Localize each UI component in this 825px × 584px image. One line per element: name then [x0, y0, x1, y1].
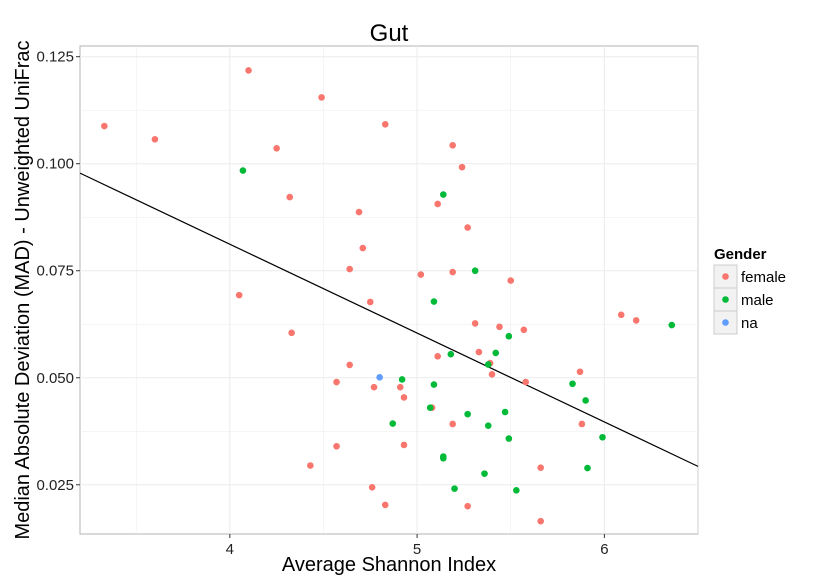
scatter-point-female	[368, 484, 376, 491]
x-tick-label: 4	[226, 541, 234, 558]
scatter-point-female	[333, 378, 340, 386]
scatter-point-na	[376, 374, 383, 381]
y-tick-label: 0.025	[36, 477, 74, 494]
scatter-point-female	[458, 163, 466, 171]
y-tick-label: 0.050	[36, 370, 74, 387]
scatter-point-male	[451, 485, 458, 492]
scatter-point-female	[471, 320, 479, 327]
grid-lines	[80, 46, 699, 534]
chart-title: Gut	[370, 20, 409, 47]
legend-key-point-male	[722, 296, 729, 303]
scatter-point-female	[449, 142, 456, 149]
scatter-point-female	[235, 291, 243, 299]
y-axis-ticks: 0.025 0.050 0.075 0.100 0.125	[36, 49, 80, 494]
scatter-point-female	[370, 383, 378, 391]
scatter-point-male	[239, 167, 247, 174]
scatter-point-male	[505, 332, 513, 340]
scatter-point-male	[569, 380, 576, 388]
scatter-point-female	[333, 442, 340, 450]
scatter-point-male	[584, 464, 591, 472]
y-tick-label: 0.125	[36, 49, 74, 66]
scatter-point-female	[381, 121, 389, 128]
y-axis-title: Median Absolute Deviation (MAD) - Unweig…	[12, 40, 34, 539]
scatter-point-male	[505, 435, 513, 442]
scatter-point-male	[464, 410, 471, 418]
scatter-point-female	[617, 311, 625, 319]
scatter-point-male	[471, 267, 479, 275]
legend-title: Gender	[714, 246, 767, 263]
data-points	[101, 67, 676, 525]
scatter-point-female	[318, 94, 325, 101]
legend-key-point-na	[722, 319, 729, 326]
scatter-point-female	[488, 371, 496, 378]
x-axis-title: Average Shannon Index	[282, 554, 496, 576]
scatter-point-female	[464, 224, 471, 231]
scatter-point-female	[475, 348, 483, 356]
scatter-point-male	[440, 454, 447, 462]
legend: Gender female male na	[713, 246, 786, 335]
scatter-point-female	[355, 208, 363, 216]
trend-line	[79, 172, 699, 467]
trend-line-group	[79, 172, 699, 467]
y-tick-label: 0.100	[36, 156, 74, 173]
scatter-point-female	[346, 265, 353, 273]
legend-label-male: male	[741, 292, 774, 309]
scatter-point-male	[582, 397, 589, 404]
scatter-point-female	[245, 67, 252, 74]
scatter-point-female	[400, 441, 408, 449]
scatter-point-male	[389, 420, 397, 427]
scatter-point-female	[151, 136, 159, 143]
scatter-point-female	[366, 298, 374, 306]
x-tick-label: 5	[413, 541, 421, 558]
legend-label-na: na	[741, 315, 758, 332]
scatter-point-male	[484, 361, 492, 368]
scatter-point-male	[501, 408, 509, 416]
scatter-point-male	[440, 191, 447, 198]
scatter-point-female	[537, 517, 544, 525]
scatter-point-male	[599, 433, 606, 441]
scatter-point-female	[576, 368, 584, 376]
scatter-point-female	[346, 361, 353, 369]
scatter-point-female	[520, 326, 528, 334]
scatter-point-female	[464, 502, 471, 510]
legend-items: female male na	[713, 264, 786, 335]
scatter-point-male	[447, 350, 455, 358]
scatter-point-female	[578, 420, 586, 428]
scatter-point-female	[496, 323, 503, 331]
plot-panel	[79, 45, 699, 535]
scatter-point-female	[507, 277, 515, 284]
scatter-point-female	[537, 464, 544, 471]
scatter-point-female	[396, 383, 404, 391]
scatter-point-male	[492, 349, 500, 357]
legend-label-female: female	[741, 269, 786, 286]
x-axis-ticks: 4 5 6	[226, 534, 609, 558]
scatter-point-male	[426, 404, 434, 412]
scatter-point-female	[381, 501, 389, 509]
scatter-point-female	[400, 394, 408, 401]
y-tick-label: 0.075	[36, 263, 74, 280]
scatter-point-female	[288, 329, 295, 337]
scatter-point-female	[522, 378, 530, 386]
scatter-point-female	[359, 244, 367, 252]
scatter-point-female	[307, 462, 314, 469]
scatter-point-female	[434, 353, 441, 360]
scatter-point-male	[398, 376, 406, 383]
scatter-point-female	[101, 122, 108, 130]
x-tick-label: 6	[600, 541, 608, 558]
scatter-point-female	[449, 268, 456, 276]
scatter-point-female	[273, 145, 280, 152]
scatter-point-male	[668, 321, 676, 329]
scatter-point-male	[430, 381, 438, 388]
scatter-point-female	[434, 200, 441, 208]
legend-key-point-female	[722, 273, 729, 280]
scatter-point-male	[513, 487, 520, 494]
scatter-point-female	[632, 317, 640, 324]
scatter-point-male	[430, 298, 438, 305]
scatter-point-female	[286, 193, 294, 201]
scatter-point-female	[417, 271, 425, 278]
scatter-point-male	[484, 422, 492, 429]
scatter-point-male	[481, 470, 488, 477]
scatter-point-female	[449, 420, 456, 428]
